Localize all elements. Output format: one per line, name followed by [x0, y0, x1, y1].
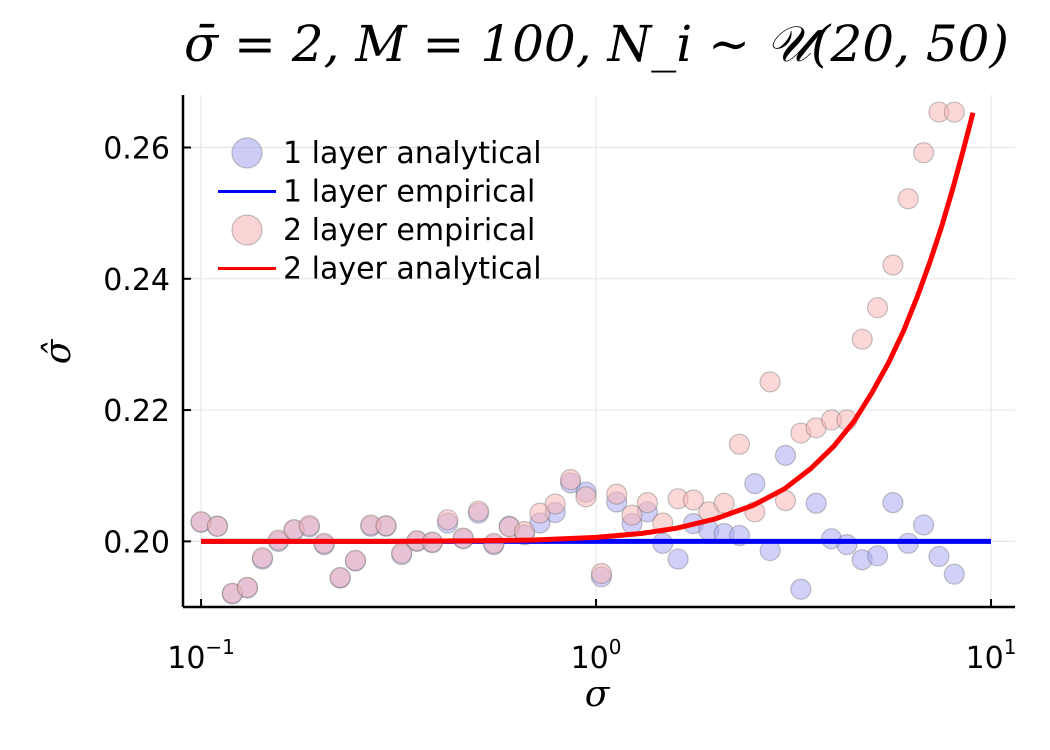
data-point	[836, 534, 858, 556]
data-point	[682, 489, 705, 511]
legend-label: 1 layer empirical	[283, 175, 535, 210]
y-tick-label: 0.26	[103, 132, 170, 167]
data-point	[928, 545, 950, 568]
data-point	[575, 486, 597, 508]
series-4	[201, 112, 976, 544]
legend-label: 1 layer analytical	[283, 136, 542, 171]
x-axis-label: σ	[585, 674, 611, 715]
legend-label: 2 layer analytical	[283, 252, 542, 287]
data-point	[866, 545, 889, 567]
y-axis-label: σ̂	[38, 338, 79, 364]
y-tick-label: 0.20	[103, 525, 170, 560]
data-point	[759, 371, 781, 393]
data-point	[744, 472, 766, 495]
data-point	[621, 504, 643, 526]
data-point	[529, 502, 551, 524]
x-tick-base: 10	[167, 641, 205, 676]
data-point	[206, 515, 229, 537]
data-point	[590, 562, 613, 585]
x-tick-label: 100	[571, 635, 622, 676]
data-point	[943, 563, 965, 585]
data-point	[774, 444, 797, 466]
x-tick-base: 10	[571, 641, 609, 676]
series-3	[190, 101, 965, 604]
x-tick-exponent: −1	[205, 635, 234, 659]
x-tick-label: 101	[966, 635, 1017, 676]
legend-entry: 1 layer analytical	[231, 136, 542, 171]
data-point	[329, 566, 351, 589]
series-line	[201, 112, 976, 544]
data-point	[375, 515, 397, 537]
data-point	[913, 142, 935, 164]
chart-title: σ̄ = 2, M = 100, N_i ∼ 𝒰(20, 50)	[184, 15, 1009, 73]
x-tick-base: 10	[966, 641, 1004, 676]
x-tick-exponent: 1	[1004, 635, 1017, 659]
data-point	[851, 328, 873, 350]
data-point	[882, 492, 904, 514]
data-point	[943, 101, 965, 123]
data-point	[483, 532, 505, 554]
axes	[181, 95, 1015, 609]
legend-entry: 2 layer empirical	[231, 213, 535, 248]
data-point	[805, 492, 827, 514]
data-point	[452, 527, 474, 549]
legend-label: 2 layer empirical	[283, 213, 535, 248]
data-point	[728, 433, 751, 455]
data-point	[437, 509, 459, 531]
data-point	[251, 547, 274, 569]
legend-marker	[231, 214, 263, 246]
legend-entry: 1 layer empirical	[218, 175, 535, 210]
data-point	[559, 469, 582, 491]
y-tick-label: 0.24	[103, 263, 170, 298]
data-point	[298, 515, 320, 537]
data-point	[667, 548, 689, 570]
legend-entry: 2 layer analytical	[218, 252, 542, 287]
data-point	[713, 492, 735, 514]
data-point	[344, 549, 367, 571]
plot-series	[190, 101, 991, 605]
y-tick-label: 0.22	[103, 394, 170, 429]
data-point	[866, 297, 889, 319]
x-tick-label: 10−1	[167, 635, 235, 676]
data-point	[913, 514, 935, 536]
x-tick-exponent: 0	[609, 635, 622, 659]
data-point	[897, 188, 919, 210]
data-point	[606, 483, 628, 505]
data-point	[882, 254, 904, 276]
data-point	[544, 493, 566, 515]
data-point	[467, 500, 490, 522]
legend-marker	[231, 137, 263, 169]
data-point	[636, 492, 659, 514]
data-point	[236, 576, 258, 598]
data-point	[790, 578, 812, 600]
